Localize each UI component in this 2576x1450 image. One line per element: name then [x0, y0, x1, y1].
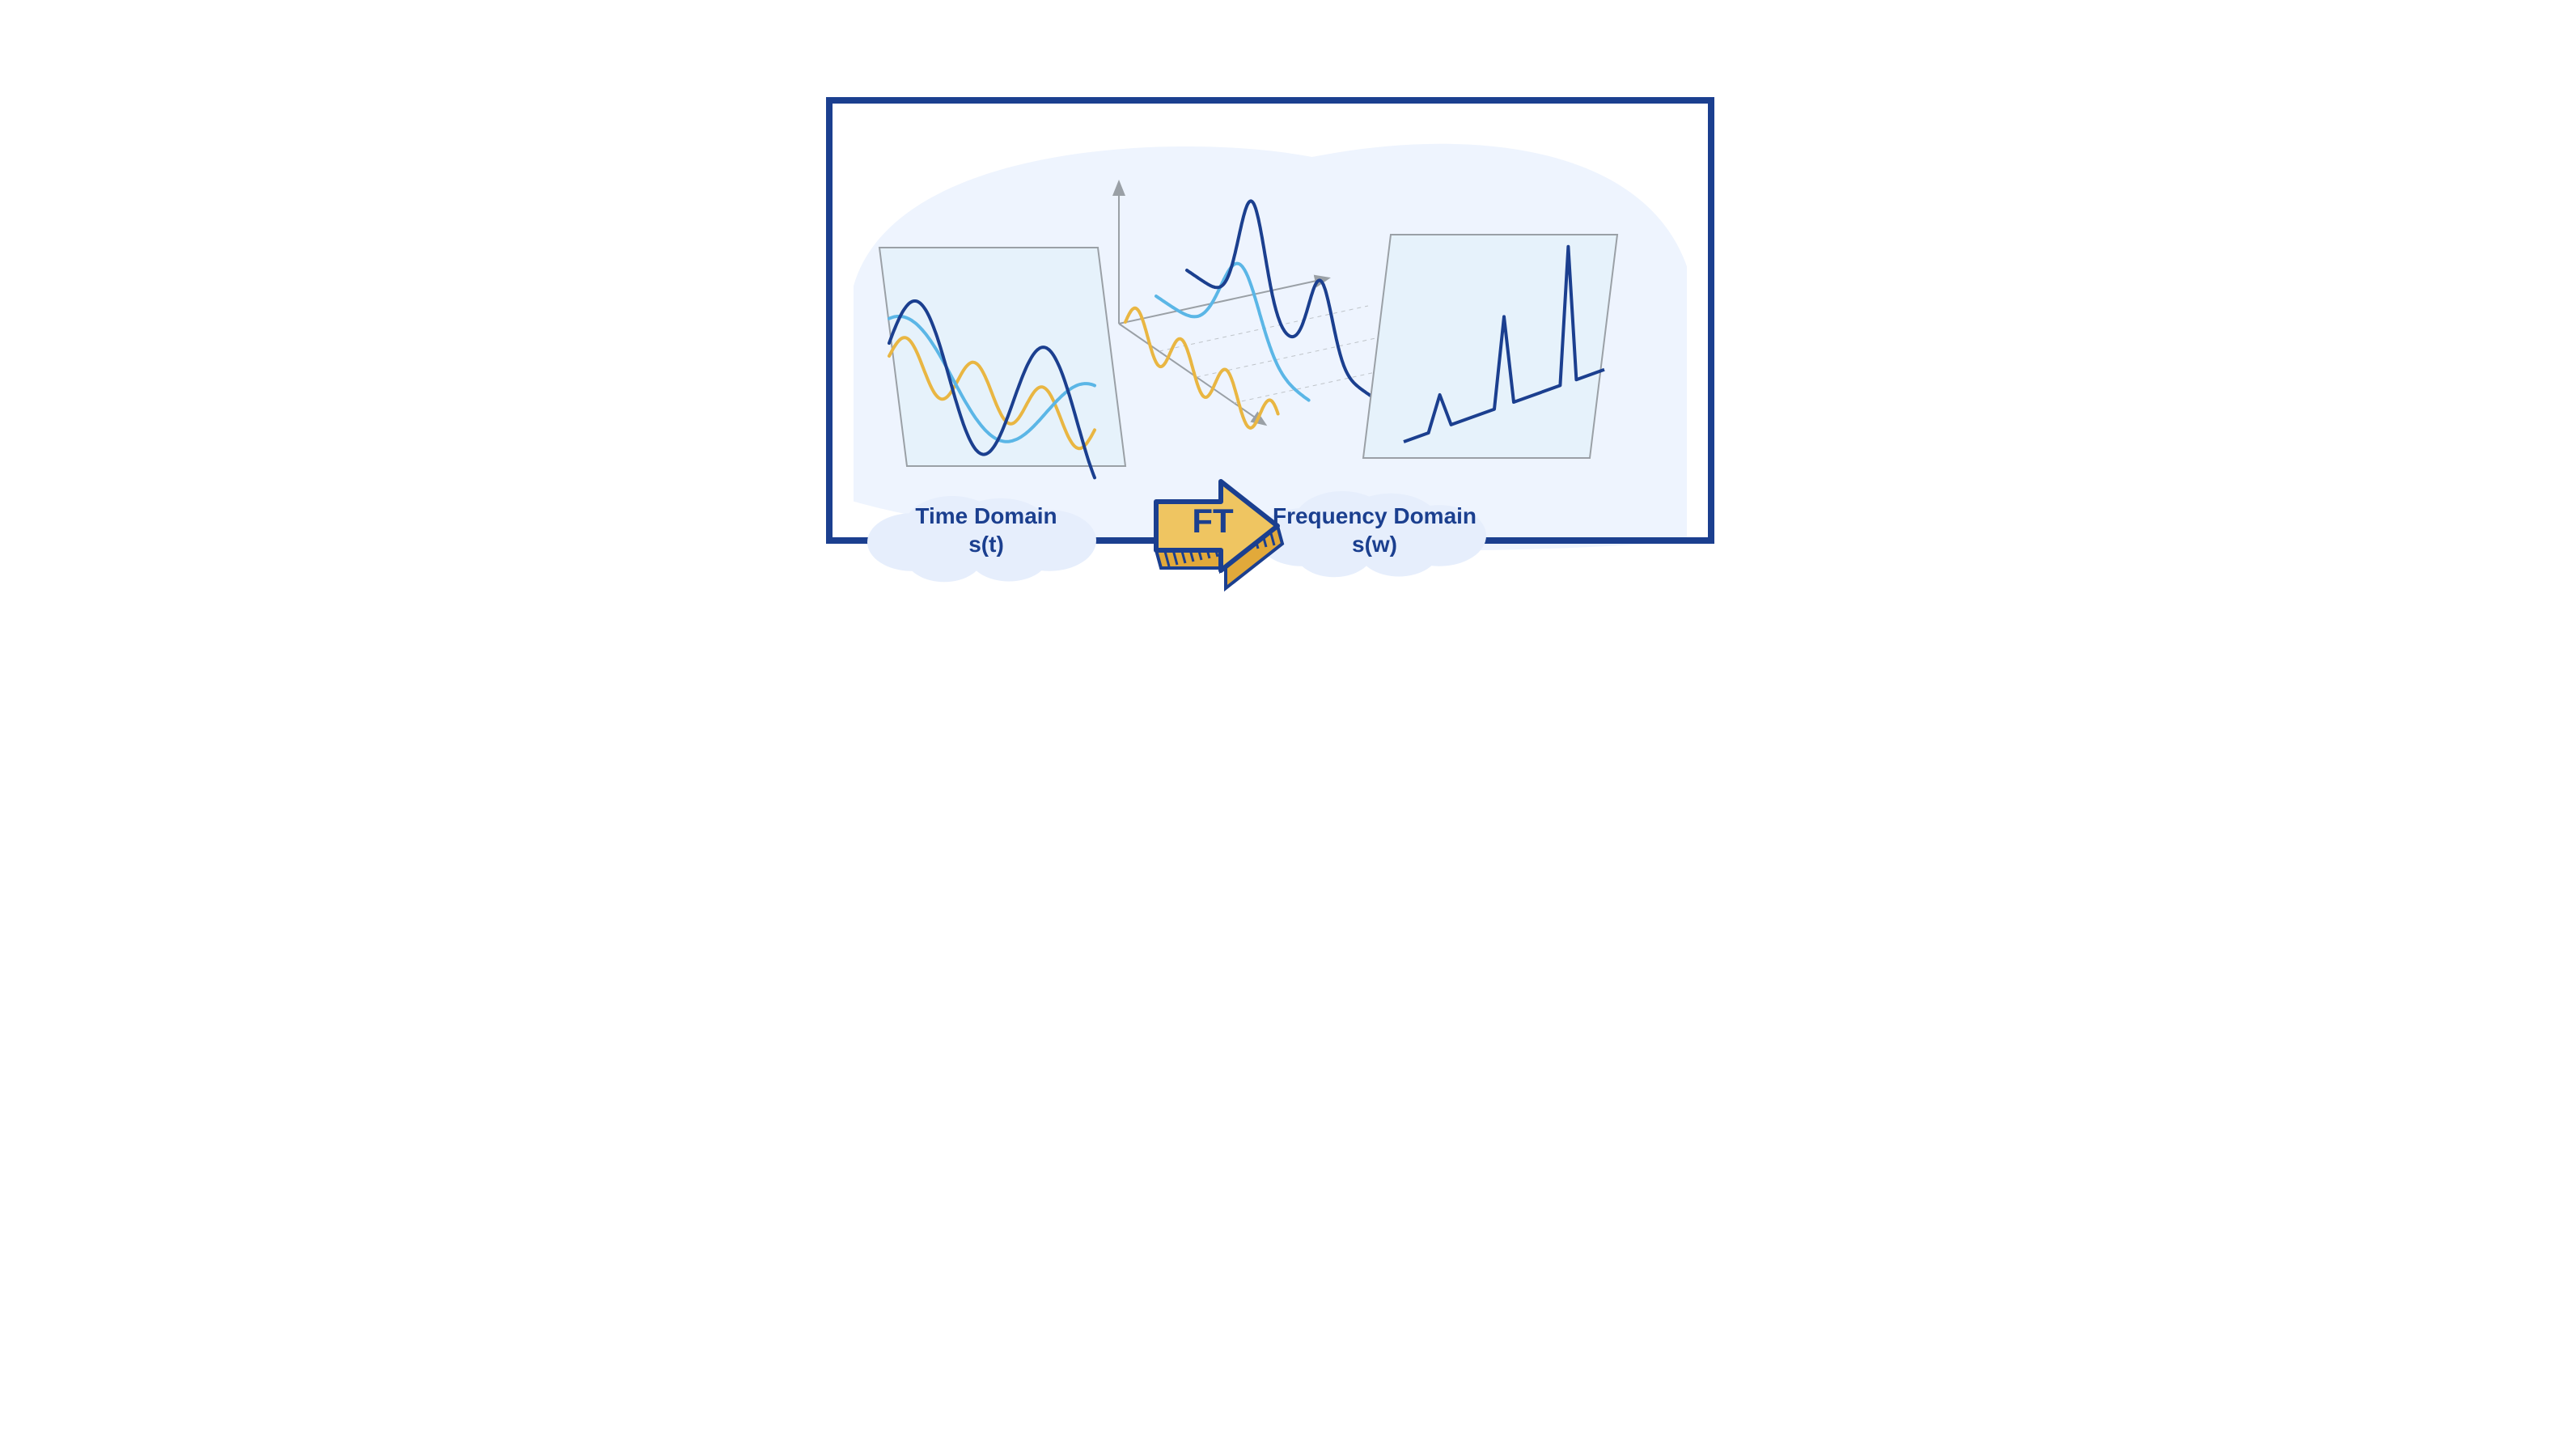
frequency-domain-panel: [1363, 235, 1617, 458]
diagram-stage: Time Domain s(t) Frequency Domain s(w) F…: [663, 0, 1913, 704]
ft-arrow-label: FT: [1180, 502, 1245, 541]
diagram-svg: [663, 0, 1913, 704]
frequency-domain-label: Frequency Domain s(w): [1245, 502, 1504, 558]
time-domain-label: Time Domain s(t): [873, 502, 1099, 558]
